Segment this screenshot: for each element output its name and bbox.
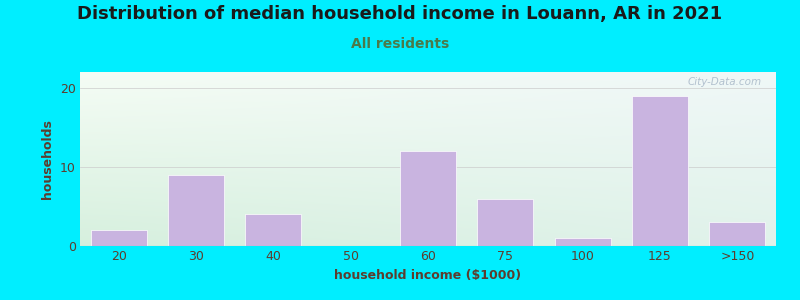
Bar	[168, 175, 224, 246]
X-axis label: household income ($1000): household income ($1000)	[334, 269, 522, 282]
Text: All residents: All residents	[351, 38, 449, 52]
Text: Distribution of median household income in Louann, AR in 2021: Distribution of median household income …	[78, 4, 722, 22]
Bar	[91, 230, 146, 246]
Bar	[246, 214, 301, 246]
Bar	[710, 222, 765, 246]
Text: City-Data.com: City-Data.com	[688, 77, 762, 87]
Bar	[478, 199, 533, 246]
Bar	[632, 96, 688, 246]
Bar	[400, 151, 456, 246]
Bar	[555, 238, 610, 246]
Y-axis label: households: households	[42, 119, 54, 199]
